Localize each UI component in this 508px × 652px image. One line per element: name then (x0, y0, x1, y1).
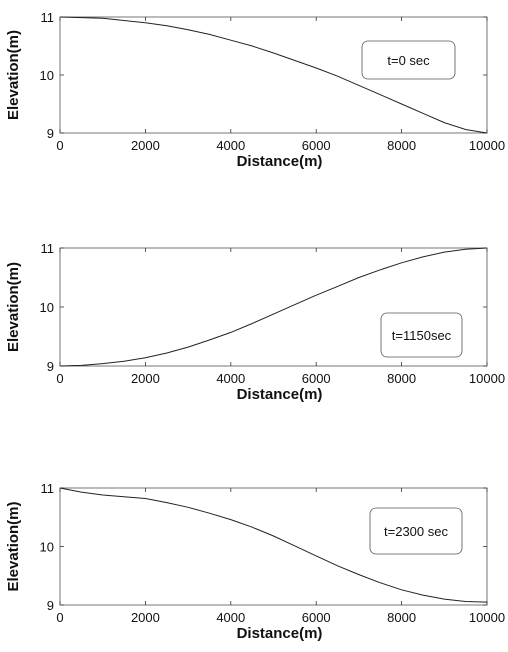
series-line-1 (59, 16, 488, 134)
x-tick-label: 6000 (302, 138, 331, 153)
legend-label: t=1150sec (392, 328, 452, 343)
series-line-1 (59, 487, 488, 603)
legend-label: t=2300 sec (384, 524, 448, 539)
x-tick-label: 2000 (131, 371, 160, 386)
x-axis-label: Distance(m) (237, 153, 323, 170)
y-tick-label: 11 (41, 241, 55, 256)
x-tick-label: 4000 (216, 138, 245, 153)
x-tick-label: 2000 (131, 138, 160, 153)
legend-box (361, 40, 456, 80)
x-tick-label: 10000 (469, 371, 505, 386)
y-tick-label: 10 (40, 540, 54, 555)
y-tick-label: 9 (47, 359, 54, 374)
legend-box (369, 507, 463, 555)
y-tick-label: 10 (40, 300, 54, 315)
y-tick-label: 11 (41, 10, 55, 25)
x-tick-label: 2000 (131, 610, 160, 625)
chart-panel-2: 0 2000 4000 6000 8000 10000 9 10 11 Distance(m) El… (5, 241, 505, 403)
legend-label: t=0 sec (387, 53, 430, 68)
x-tick-label: 10000 (469, 610, 505, 625)
y-axis-label: Elevation(m) (5, 30, 22, 120)
y-axis-label: Elevation(m) (5, 262, 22, 352)
x-tick-label: 8000 (387, 138, 416, 153)
y-tick-label: 9 (47, 126, 54, 141)
x-tick-label: 8000 (387, 610, 416, 625)
x-tick-label: 8000 (387, 371, 416, 386)
y-tick-label: 10 (40, 68, 54, 83)
x-tick-label: 4000 (216, 371, 245, 386)
x-tick-label: 6000 (302, 610, 331, 625)
x-axis-label: Distance(m) (237, 625, 323, 642)
x-tick-label: 4000 (216, 610, 245, 625)
legend-box (380, 312, 463, 358)
x-tick-label: 0 (56, 138, 63, 153)
chart-panel-3: 0 2000 4000 6000 8000 10000 9 10 11 Distance(m) El… (5, 481, 505, 642)
chart-panel-1: 0 2000 4000 6000 8000 10000 9 10 11 Distance(m) El… (5, 10, 505, 170)
x-tick-label: 0 (56, 610, 63, 625)
series-line-1 (59, 247, 488, 367)
x-tick-label: 10000 (469, 138, 505, 153)
y-tick-label: 9 (47, 598, 54, 613)
x-tick-label: 0 (56, 371, 63, 386)
x-axis-label: Distance(m) (237, 386, 323, 403)
y-axis-label: Elevation(m) (5, 501, 22, 591)
x-tick-label: 6000 (302, 371, 331, 386)
y-tick-label: 11 (41, 481, 55, 496)
